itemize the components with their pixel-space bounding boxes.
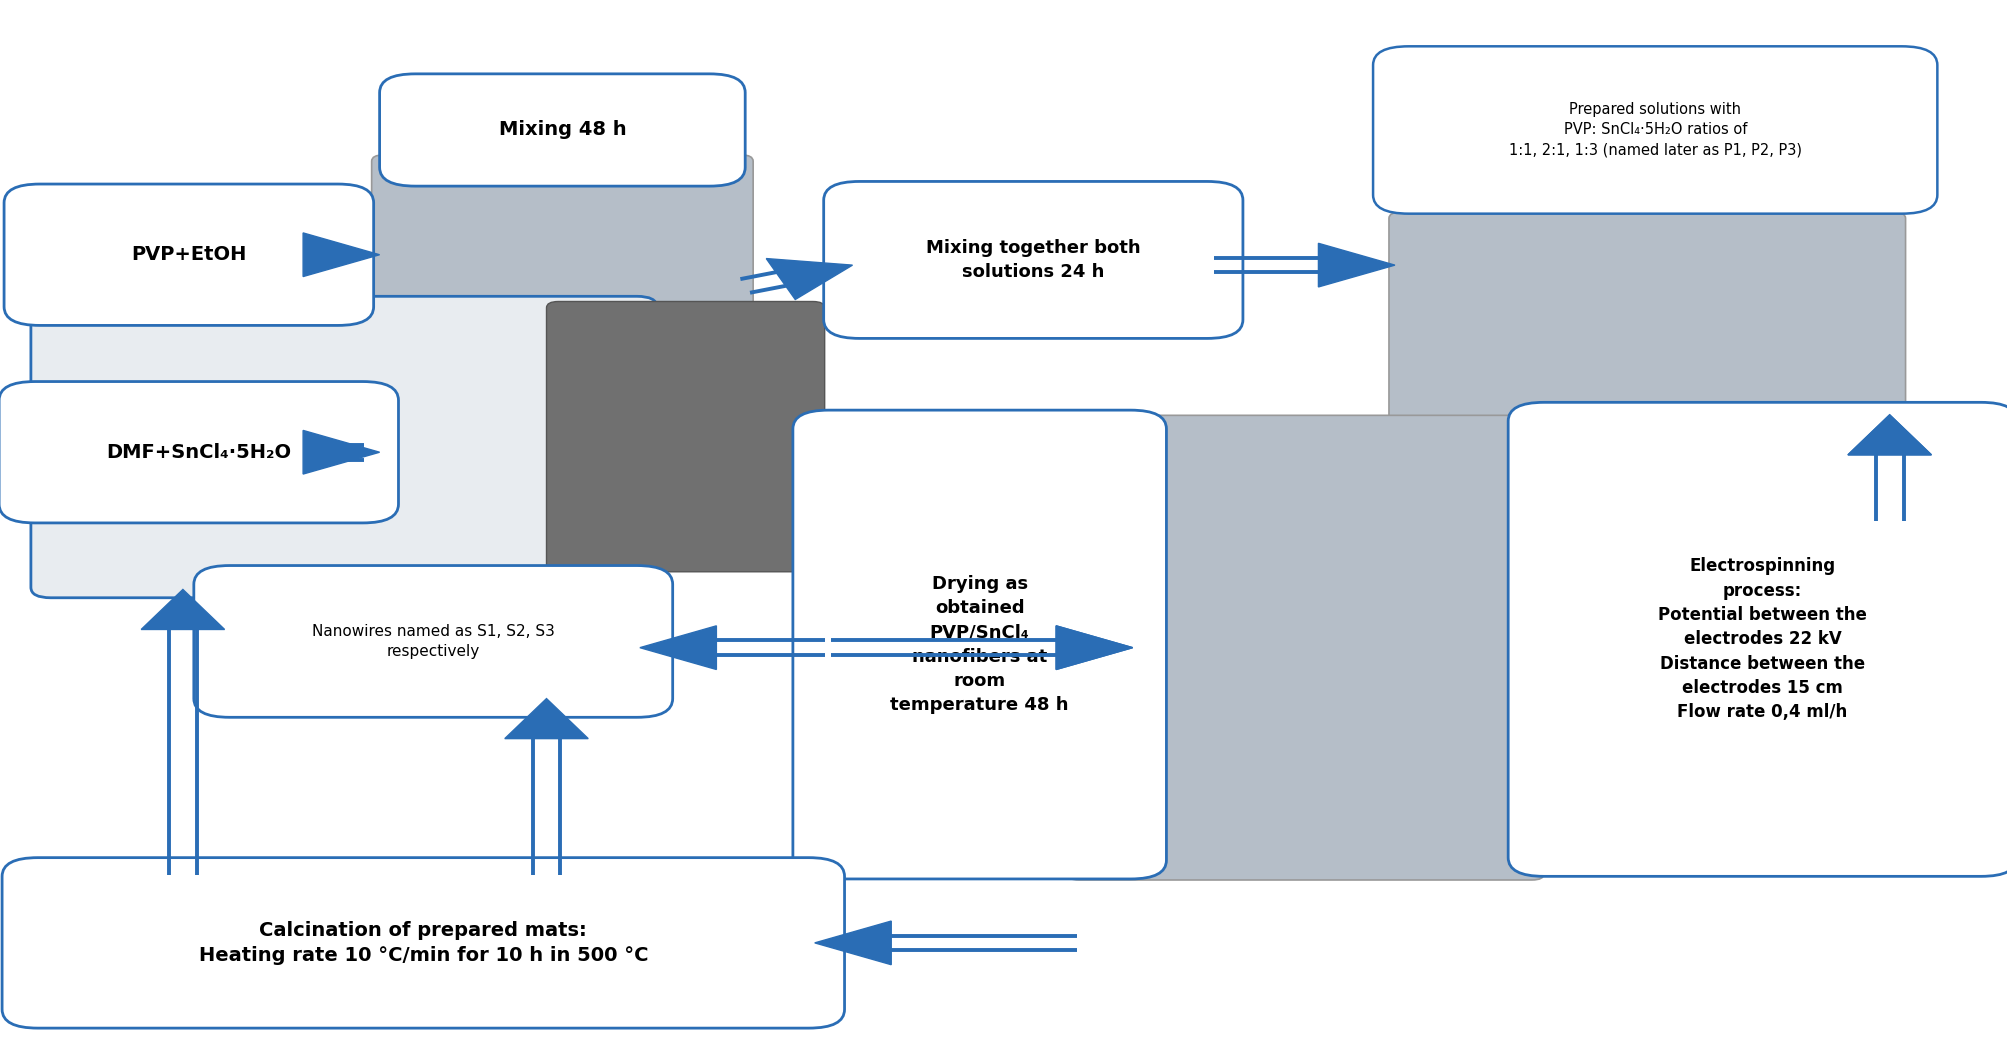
Text: Drying as
obtained
PVP/SnCl₄
nanofibers at
room
temperature 48 h: Drying as obtained PVP/SnCl₄ nanofibers …: [891, 574, 1070, 714]
Text: Prepared solutions with
PVP: SnCl₄·5H₂O ratios of
1:1, 2:1, 1:3 (named later as : Prepared solutions with PVP: SnCl₄·5H₂O …: [1509, 102, 1802, 158]
Polygon shape: [1848, 415, 1931, 455]
FancyBboxPatch shape: [379, 74, 745, 186]
Text: DMF+SnCl₄·5H₂O: DMF+SnCl₄·5H₂O: [106, 443, 291, 462]
FancyBboxPatch shape: [4, 184, 373, 326]
FancyBboxPatch shape: [823, 182, 1242, 338]
FancyBboxPatch shape: [546, 301, 825, 572]
Text: Electrospinning
process:
Potential between the
electrodes 22 kV
Distance between: Electrospinning process: Potential betwe…: [1658, 558, 1867, 721]
Polygon shape: [1056, 626, 1132, 670]
Polygon shape: [1848, 415, 1931, 455]
Polygon shape: [640, 626, 716, 670]
Text: Mixing together both
solutions 24 h: Mixing together both solutions 24 h: [925, 238, 1140, 281]
Polygon shape: [303, 233, 379, 276]
Polygon shape: [767, 258, 853, 299]
FancyBboxPatch shape: [30, 296, 656, 597]
FancyBboxPatch shape: [793, 411, 1166, 879]
Text: Calcination of prepared mats:
Heating rate 10 °C/min for 10 h in 500 °C: Calcination of prepared mats: Heating ra…: [199, 921, 648, 965]
Polygon shape: [140, 589, 225, 629]
Polygon shape: [506, 698, 588, 738]
FancyBboxPatch shape: [1507, 402, 2007, 877]
Polygon shape: [303, 430, 379, 474]
Text: Mixing 48 h: Mixing 48 h: [498, 121, 626, 140]
Text: Nanowires named as S1, S2, S3
respectively: Nanowires named as S1, S2, S3 respective…: [311, 624, 554, 659]
FancyBboxPatch shape: [195, 566, 672, 717]
Polygon shape: [815, 921, 891, 965]
FancyBboxPatch shape: [1373, 46, 1937, 213]
FancyBboxPatch shape: [1068, 416, 1543, 880]
Text: PVP+EtOH: PVP+EtOH: [130, 246, 247, 265]
FancyBboxPatch shape: [1389, 212, 1905, 526]
Polygon shape: [1056, 626, 1132, 670]
FancyBboxPatch shape: [0, 381, 399, 523]
Polygon shape: [1319, 244, 1395, 287]
FancyBboxPatch shape: [371, 155, 753, 542]
FancyBboxPatch shape: [2, 858, 845, 1028]
